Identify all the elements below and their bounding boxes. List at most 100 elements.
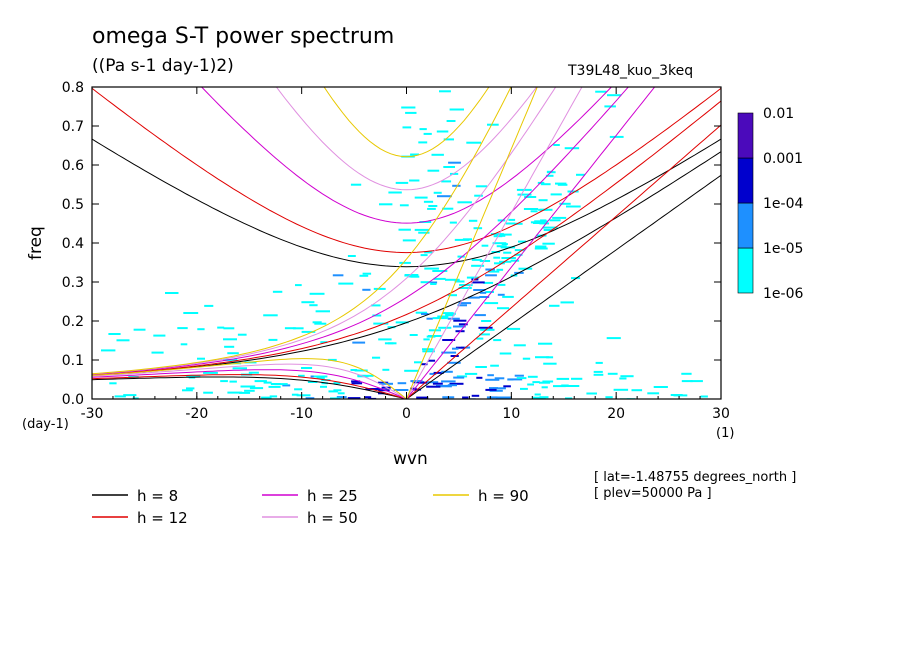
power-cell <box>274 383 288 386</box>
power-cell <box>534 247 548 250</box>
curve-h8-kelvin <box>406 174 721 399</box>
power-cell <box>395 181 409 184</box>
power-cell <box>426 381 439 384</box>
power-cell <box>454 238 470 241</box>
power-cell <box>313 375 328 378</box>
power-cell <box>500 246 516 249</box>
power-cell <box>485 268 495 271</box>
power-cell <box>555 182 567 185</box>
power-cell <box>527 383 534 386</box>
power-cell <box>398 228 411 231</box>
power-cell <box>410 387 417 390</box>
power-cell <box>613 388 629 391</box>
curve-h90-rossby <box>92 358 407 399</box>
power-cell <box>495 234 506 237</box>
power-cell <box>263 381 272 384</box>
curve-h12-mixed-rossby-gravity <box>92 100 721 376</box>
power-cell <box>382 368 390 371</box>
power-cell <box>483 281 494 284</box>
power-cell <box>316 377 325 379</box>
y-tick-label: 0.5 <box>62 197 84 213</box>
legend-label: h = 50 <box>307 509 358 527</box>
power-shading <box>101 90 708 399</box>
curve-h12-rossby <box>92 374 407 399</box>
power-cell <box>108 333 121 335</box>
power-cell <box>522 357 531 360</box>
power-cell <box>261 396 272 399</box>
axis-ticks: -30 -20 -10 0 10 20 30 0.0 0.1 0.2 0.3 0.4 0.5 0.6 0.7… <box>62 80 730 422</box>
power-cell <box>527 375 538 378</box>
power-cell <box>204 304 214 307</box>
power-cell <box>447 317 460 320</box>
power-cell <box>576 173 585 176</box>
power-cell <box>373 322 389 325</box>
power-cell <box>424 251 433 254</box>
power-cell <box>429 372 437 375</box>
power-cell <box>479 296 490 298</box>
legend-label: h = 12 <box>137 509 188 527</box>
power-cell <box>505 222 516 225</box>
power-cell <box>427 207 436 210</box>
curve-h12-inertia-gravity <box>92 87 721 254</box>
x-tick-label: -10 <box>290 406 313 422</box>
power-cell <box>498 233 512 236</box>
power-cell <box>186 387 195 390</box>
power-cell <box>197 328 205 331</box>
power-cell <box>101 349 116 352</box>
colorbar-label: 1e-04 <box>763 196 803 212</box>
power-cell <box>416 396 429 399</box>
power-cell <box>462 396 469 399</box>
power-cell <box>388 191 402 194</box>
power-cell <box>440 316 449 319</box>
power-cell <box>410 275 420 278</box>
power-cell <box>497 219 506 222</box>
power-cell <box>443 166 455 168</box>
power-cell <box>503 251 512 254</box>
power-cell <box>479 260 491 262</box>
power-cell <box>373 287 386 290</box>
power-cell <box>365 388 381 390</box>
power-cell <box>401 106 416 109</box>
power-cell <box>295 284 302 287</box>
power-cell <box>503 385 511 388</box>
power-cell <box>485 291 494 293</box>
y-tick-label: 0.2 <box>62 314 84 330</box>
power-cell <box>499 260 512 263</box>
power-cell <box>553 385 566 388</box>
power-cell <box>284 327 296 330</box>
power-cell <box>458 323 468 326</box>
power-cell <box>338 282 354 285</box>
power-cell <box>492 242 507 245</box>
power-cell <box>418 141 428 144</box>
power-cell <box>481 244 489 247</box>
power-cell <box>480 328 495 331</box>
x-tick-label: 10 <box>502 406 520 422</box>
power-cell <box>653 386 668 388</box>
power-cell <box>301 367 313 369</box>
power-cell <box>254 380 267 383</box>
power-cell <box>494 262 505 265</box>
power-cell <box>433 371 444 374</box>
power-cell <box>354 369 368 372</box>
power-cell <box>493 339 502 342</box>
power-cell <box>481 320 492 322</box>
curve-h90-inertia-gravity <box>323 87 490 158</box>
power-cell <box>428 359 436 362</box>
power-cell <box>550 193 562 196</box>
power-cell <box>359 274 369 277</box>
power-cell <box>327 358 337 361</box>
power-cell <box>332 274 344 277</box>
power-cell <box>447 294 457 297</box>
power-cell <box>532 396 546 399</box>
power-cell <box>564 385 580 387</box>
power-cell <box>485 274 497 277</box>
y-tick-label: 0.6 <box>62 158 84 174</box>
x-tick-label: 30 <box>712 406 730 422</box>
run-id-label: T39L48_kuo_3keq <box>568 63 694 79</box>
x-tick-label: -30 <box>81 406 104 422</box>
power-cell <box>542 380 554 383</box>
power-cell <box>493 256 501 259</box>
power-cell <box>352 341 366 344</box>
power-cell <box>220 380 228 383</box>
power-cell <box>466 276 480 279</box>
